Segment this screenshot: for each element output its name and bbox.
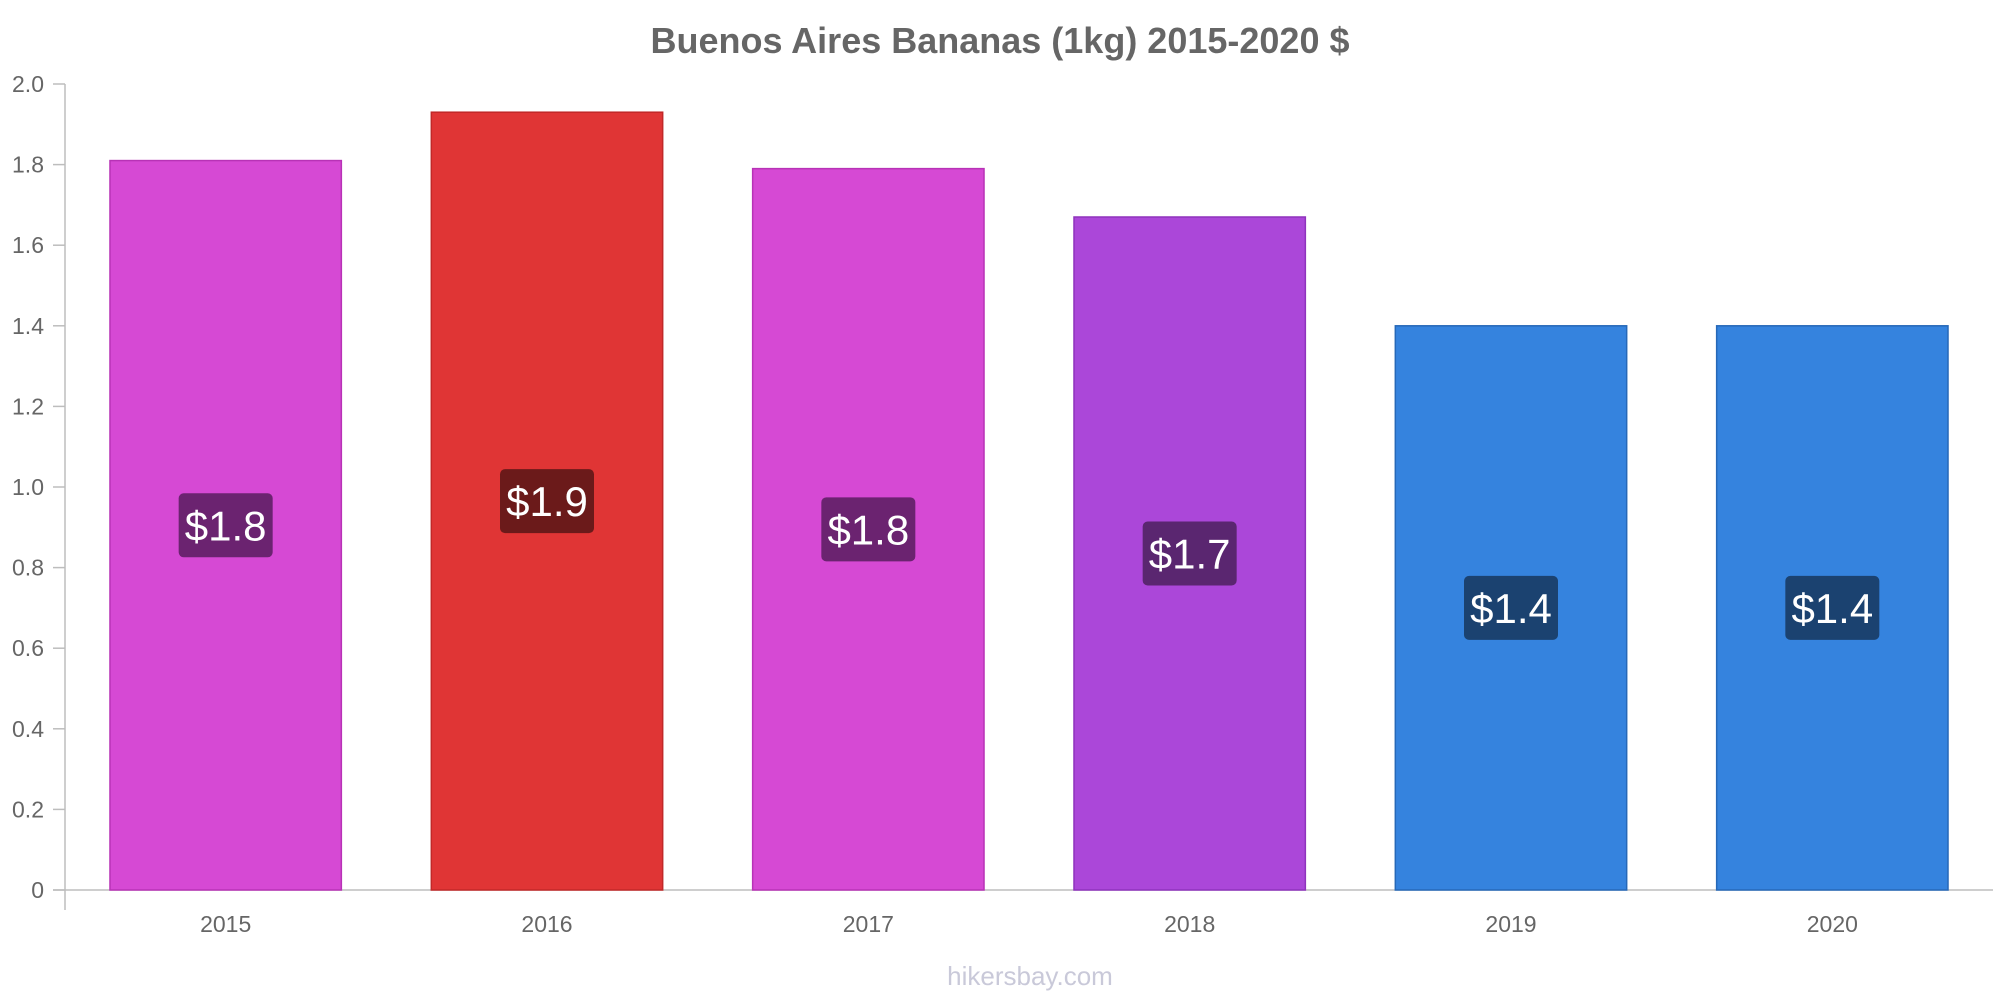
y-tick-label: 1.2 bbox=[12, 393, 44, 419]
x-tick-label: 2017 bbox=[843, 911, 894, 937]
x-tick-label: 2015 bbox=[200, 911, 251, 937]
x-tick-label: 2018 bbox=[1164, 911, 1215, 937]
value-label: $1.8 bbox=[827, 506, 909, 553]
value-label: $1.8 bbox=[185, 502, 267, 549]
bar-group: $1.8 $1.9 $1.8 $1.7 $1.4 $1.4 bbox=[109, 111, 1949, 891]
value-label-badge bbox=[821, 497, 916, 562]
y-tick-label: 0.8 bbox=[12, 555, 44, 581]
x-axis-ticks: 2015 2016 2017 2018 2019 2020 bbox=[200, 911, 1858, 937]
y-tick-label: 1.8 bbox=[12, 152, 44, 178]
value-label: $1.4 bbox=[1791, 585, 1873, 632]
value-label: $1.4 bbox=[1470, 585, 1552, 632]
y-tick-label: 2.0 bbox=[12, 71, 44, 97]
x-tick-label: 2016 bbox=[521, 911, 572, 937]
value-label: $1.9 bbox=[506, 478, 588, 525]
y-tick-label: 1.6 bbox=[12, 232, 44, 258]
y-tick-label: 1.0 bbox=[12, 474, 44, 500]
x-tick-label: 2019 bbox=[1485, 911, 1536, 937]
value-label-badge bbox=[1785, 575, 1880, 640]
value-label: $1.7 bbox=[1149, 530, 1231, 577]
footer-source: hikersbay.com bbox=[947, 961, 1113, 991]
y-tick-label: 0 bbox=[31, 877, 44, 903]
value-label-badge bbox=[500, 469, 594, 534]
y-tick-label: 0.6 bbox=[12, 635, 44, 661]
y-tick-label: 0.2 bbox=[12, 796, 44, 822]
value-label-badge bbox=[1464, 575, 1558, 640]
y-tick-label: 0.4 bbox=[12, 716, 44, 742]
x-tick-label: 2020 bbox=[1807, 911, 1858, 937]
y-axis-ticks: 0 0.2 0.4 0.6 0.8 1.0 1.2 1.4 1.6 1.8 2.0 bbox=[12, 71, 65, 903]
chart-title: Buenos Aires Bananas (1kg) 2015-2020 $ bbox=[651, 20, 1350, 61]
value-label-badge bbox=[178, 493, 273, 558]
y-tick-label: 1.4 bbox=[12, 313, 44, 339]
chart-axes bbox=[53, 84, 1993, 910]
value-label-badge bbox=[1142, 521, 1237, 586]
